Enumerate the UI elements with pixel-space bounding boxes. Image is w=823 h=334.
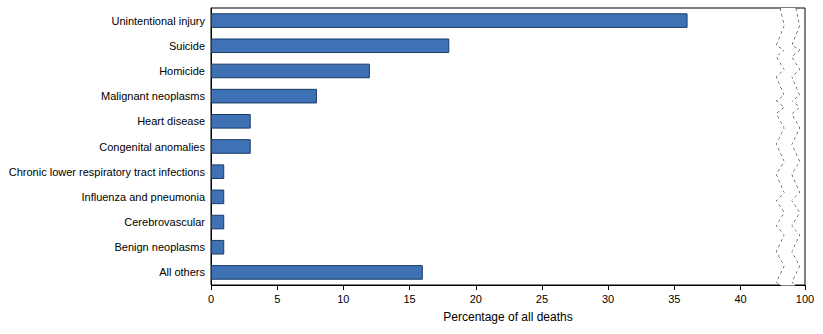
svg-text:40: 40 [734, 293, 746, 305]
svg-text:Influenza and pneumonia: Influenza and pneumonia [81, 191, 205, 203]
svg-text:0: 0 [208, 293, 214, 305]
svg-text:10: 10 [337, 293, 349, 305]
svg-text:Homicide: Homicide [159, 65, 205, 77]
svg-text:All others: All others [159, 266, 205, 278]
svg-text:Congenital anomalies: Congenital anomalies [99, 141, 205, 153]
svg-text:Suicide: Suicide [169, 40, 205, 52]
svg-text:15: 15 [403, 293, 415, 305]
svg-text:Chronic lower respiratory trac: Chronic lower respiratory tract infectio… [9, 166, 206, 178]
svg-text:25: 25 [536, 293, 548, 305]
svg-text:Malignant neoplasms: Malignant neoplasms [101, 90, 205, 102]
svg-text:20: 20 [470, 293, 482, 305]
svg-text:Cerebrovascular: Cerebrovascular [124, 216, 205, 228]
svg-text:Percentage of all deaths: Percentage of all deaths [443, 310, 572, 324]
svg-text:35: 35 [668, 293, 680, 305]
svg-text:100: 100 [796, 293, 814, 305]
svg-text:5: 5 [274, 293, 280, 305]
svg-text:Unintentional injury: Unintentional injury [111, 15, 205, 27]
svg-text:30: 30 [602, 293, 614, 305]
svg-text:Benign neoplasms: Benign neoplasms [114, 241, 205, 253]
svg-text:Heart disease: Heart disease [137, 115, 205, 127]
